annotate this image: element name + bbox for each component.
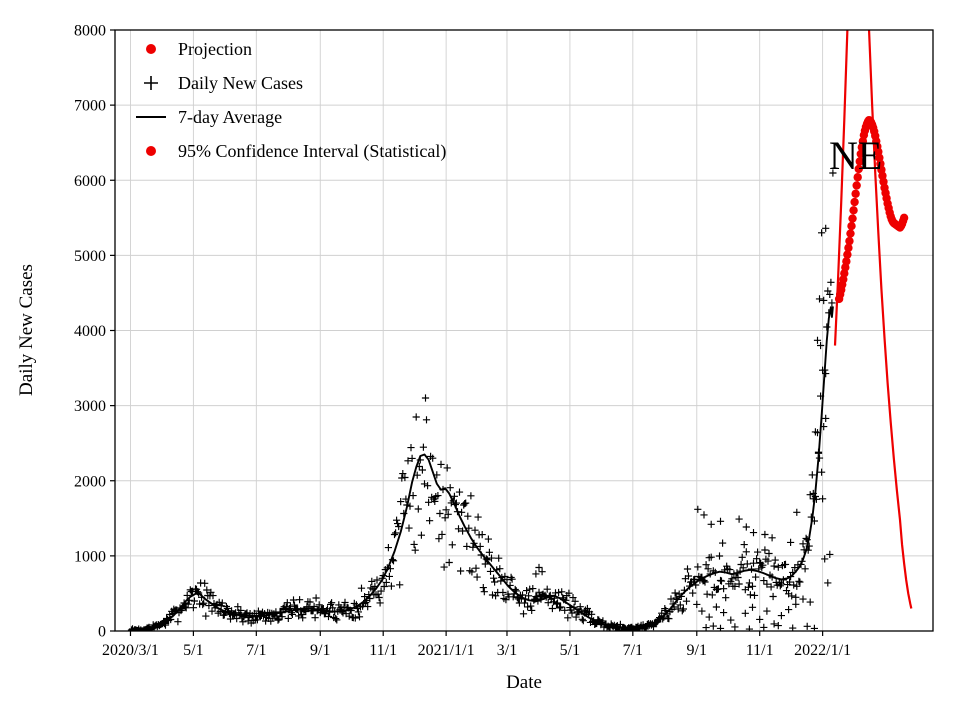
legend-item-7day-average: 7-day Average	[124, 100, 446, 134]
projection-dot	[854, 164, 863, 174]
projection-dot	[856, 149, 865, 159]
projection-dot	[848, 214, 857, 223]
y-tick-label: 7000	[74, 98, 106, 115]
plus-marker-icon	[124, 75, 178, 91]
confidence-interval-line	[833, 30, 913, 609]
chart-legend: Projection Daily New Cases 7-day Average…	[124, 32, 446, 168]
x-axis-title: Date	[506, 672, 542, 693]
y-axis-title: Daily New Cases	[16, 264, 37, 396]
x-tick-label: 2021/1/1	[418, 642, 475, 659]
x-tick-label: 11/1	[746, 642, 774, 659]
legend-label: 7-day Average	[178, 106, 283, 127]
projection-dot	[852, 181, 861, 190]
legend-item-daily-new-cases: Daily New Cases	[124, 66, 446, 100]
legend-label: 95% Confidence Interval (Statistical)	[178, 140, 447, 161]
state-annotation: NE	[829, 133, 882, 178]
projection-dot	[853, 173, 862, 182]
x-tick-label: 2020/3/1	[102, 642, 159, 659]
projection-dot	[846, 229, 855, 238]
y-tick-label: 3000	[74, 398, 106, 415]
seven-day-average-line	[130, 306, 834, 631]
projection-dot	[844, 243, 853, 253]
line-marker-icon	[124, 116, 178, 118]
projection-dots	[834, 115, 909, 304]
legend-label: Daily New Cases	[178, 72, 303, 93]
y-tick-label: 6000	[74, 173, 106, 190]
projection-dot	[899, 213, 909, 223]
legend-label: Projection	[178, 38, 252, 59]
projection-dot	[851, 189, 860, 198]
y-tick-label: 2000	[74, 473, 106, 490]
red-dot-marker-icon	[124, 146, 178, 156]
legend-item-projection: Projection	[124, 32, 446, 66]
projection-dot	[849, 206, 858, 215]
projection-dot	[843, 250, 852, 259]
x-tick-label: 5/1	[560, 642, 580, 659]
projection-dot	[855, 157, 864, 166]
x-tick-label: 9/1	[310, 642, 330, 659]
red-dot-marker-icon	[124, 44, 178, 54]
x-tick-label: 9/1	[687, 642, 707, 659]
y-tick-label: 0	[98, 624, 106, 641]
x-tick-label: 3/1	[497, 642, 517, 659]
projection-dot	[842, 257, 851, 266]
x-tick-label: 2022/1/1	[794, 642, 851, 659]
x-tick-label: 11/1	[369, 642, 397, 659]
y-tick-label: 4000	[74, 323, 106, 340]
y-tick-label: 1000	[74, 548, 106, 565]
projection-dot	[845, 236, 854, 246]
projection-dot	[847, 221, 856, 231]
x-tick-label: 7/1	[246, 642, 266, 659]
y-tick-label: 5000	[74, 248, 106, 265]
daily-new-cases-scatter	[127, 169, 837, 631]
legend-item-confidence-interval: 95% Confidence Interval (Statistical)	[124, 134, 446, 168]
projection-dot	[850, 197, 859, 207]
x-tick-label: 5/1	[183, 642, 203, 659]
y-tick-label: 8000	[74, 23, 106, 40]
x-tick-label: 7/1	[623, 642, 643, 659]
